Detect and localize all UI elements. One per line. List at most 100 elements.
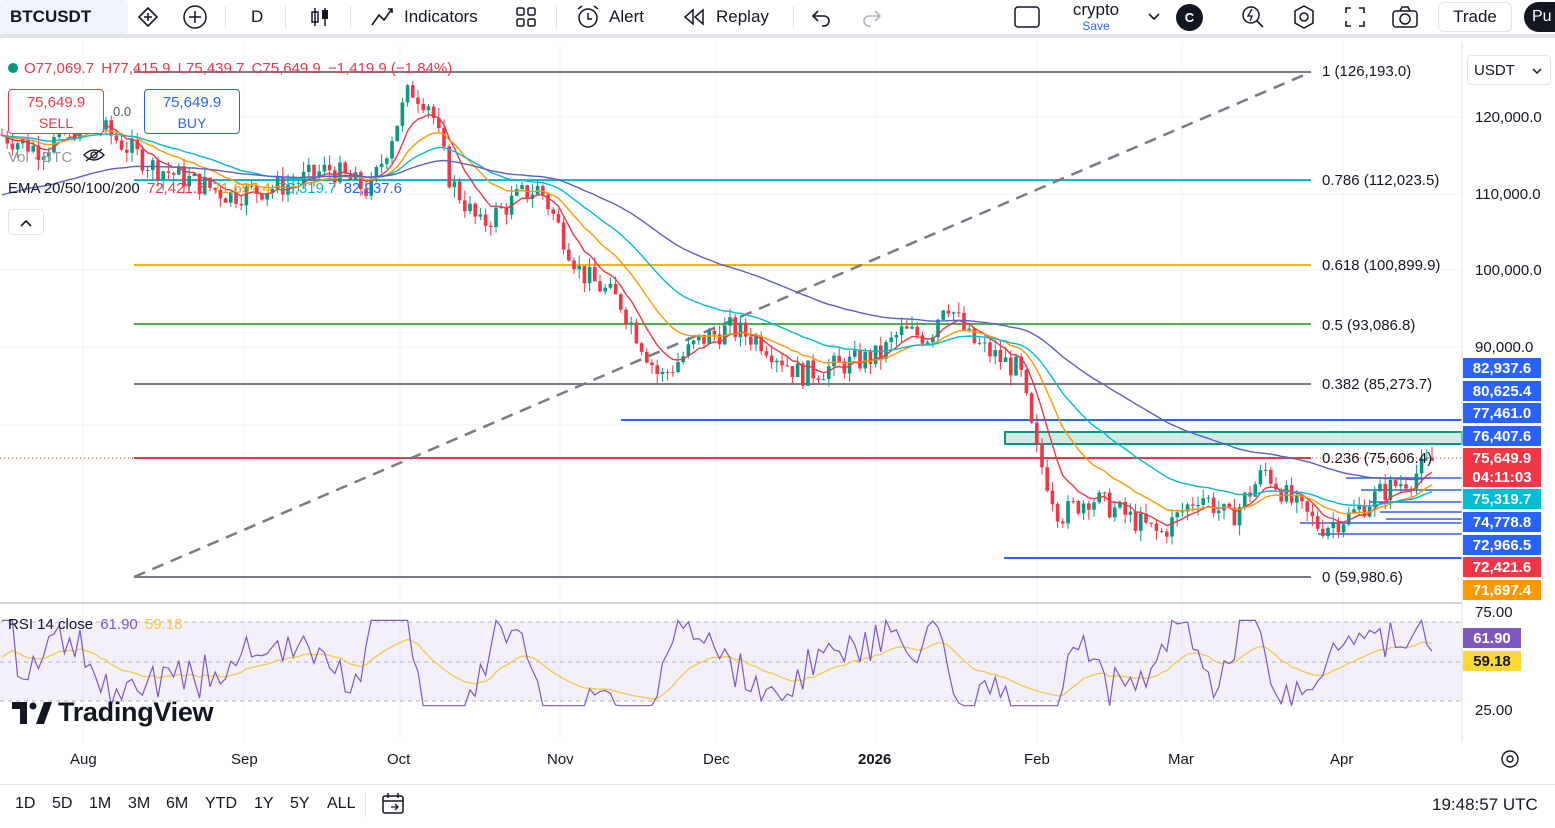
candle-body [385, 158, 389, 164]
candle-body [1227, 503, 1231, 508]
candle-body [244, 186, 249, 206]
candle-body [977, 342, 982, 344]
avatar[interactable]: C [1176, 4, 1203, 31]
publish-button[interactable]: Pu [1524, 2, 1555, 32]
indicators-button[interactable]: Indicators [370, 0, 478, 34]
range-1d[interactable]: 1D [15, 795, 36, 812]
range-ytd[interactable]: YTD [205, 795, 237, 812]
ema20-line [1, 114, 1433, 527]
range-all[interactable]: ALL [327, 795, 356, 812]
lightning-search-icon [1240, 4, 1266, 30]
symbol-search[interactable]: BTCUSDT [0, 0, 128, 34]
candle-body [31, 145, 35, 152]
chart-type-button[interactable] [308, 0, 332, 34]
candle-body [795, 363, 800, 378]
sell-label: SELL [38, 115, 74, 131]
candle-body [270, 188, 275, 194]
candle-body [936, 319, 940, 338]
candle-body [161, 171, 165, 181]
candle-body [1191, 504, 1195, 506]
range-1y[interactable]: 1Y [254, 795, 274, 812]
quick-search-button[interactable] [1240, 0, 1266, 34]
redo-button[interactable] [861, 0, 883, 34]
candle-body [405, 85, 410, 103]
range-6m[interactable]: 6M [166, 795, 189, 812]
sell-button[interactable]: 75,649.9 SELL [8, 89, 104, 134]
candle-body [1378, 483, 1382, 492]
collapse-legend-button[interactable] [8, 209, 44, 235]
fib-label-0618: 0.618 (100,899.9) [1322, 257, 1441, 274]
range-3m[interactable]: 3M [128, 795, 151, 812]
candle-body [613, 283, 618, 295]
bottom-toolbar: 1D 5D 1M 3M 6M YTD 1Y 5Y ALL 19:48:57 UT… [0, 784, 1555, 828]
ema100-value: 75,319.7 [278, 180, 337, 197]
chevron-up-icon [20, 214, 32, 230]
candle-body [390, 141, 394, 159]
candle-body [239, 203, 243, 206]
layout-name[interactable]: crypto Save [1062, 0, 1130, 34]
replay-button[interactable]: Replay [682, 0, 769, 34]
candle-body [192, 173, 197, 176]
eye-hidden-icon[interactable] [83, 148, 106, 166]
snapshot-button[interactable] [1391, 0, 1419, 34]
buy-button[interactable]: 75,649.9 BUY [144, 89, 240, 134]
replay-label: Replay [716, 7, 769, 26]
candle-body [1347, 512, 1351, 525]
layout-button[interactable] [1013, 0, 1041, 34]
range-1m[interactable]: 1M [89, 795, 112, 812]
rsi-legend[interactable]: RSI 14 close 61.90 59.18 [8, 616, 185, 633]
tradingview-logo[interactable]: TradingView [12, 697, 214, 728]
candle-body [26, 139, 30, 152]
candle-body [775, 360, 779, 363]
sell-price: 75,649.9 [26, 94, 86, 111]
range-5d[interactable]: 5D [52, 795, 73, 812]
axis-settings-button[interactable] [1500, 749, 1520, 773]
candle-body [1092, 502, 1096, 510]
price-tag-level: 72,966.5 [1463, 535, 1541, 555]
price-tag-last: 75,649.9 [1463, 448, 1541, 468]
candle-body [660, 371, 665, 375]
alert-button[interactable]: Alert [575, 0, 644, 34]
candle-body [504, 207, 509, 215]
candle-body [1383, 483, 1387, 501]
divider [365, 793, 366, 817]
candle-body [421, 103, 425, 111]
candle-body [801, 363, 805, 386]
go-to-date-button[interactable] [380, 791, 406, 822]
ema100-line [1, 133, 1433, 507]
calendar-icon [380, 793, 406, 821]
candle-body [1107, 492, 1112, 518]
candle-body [447, 146, 451, 188]
range-5y[interactable]: 5Y [290, 795, 310, 812]
candle-body [1133, 511, 1138, 531]
add-symbol-icon-button[interactable] [136, 0, 160, 34]
undo-button[interactable] [810, 0, 832, 34]
ema200-value: 82,937.6 [343, 180, 403, 197]
fullscreen-button[interactable] [1343, 0, 1367, 34]
clock[interactable]: 19:48:57 UTC [1432, 795, 1538, 814]
ema-legend[interactable]: EMA 20/50/100/200 72,421.6 71,697.4 75,3… [8, 180, 405, 197]
interval-button[interactable]: D [251, 7, 264, 26]
rsi-ma-tag: 59.18 [1463, 651, 1521, 671]
layout-menu-button[interactable] [1147, 0, 1161, 34]
candle-body [608, 283, 613, 288]
candle-body [983, 342, 987, 344]
candle-body [1066, 501, 1070, 524]
settings-button[interactable] [1291, 0, 1317, 34]
volume-legend[interactable]: Vol · BTC [8, 148, 108, 166]
candle-body [1029, 393, 1034, 423]
templates-button[interactable] [514, 0, 538, 34]
compare-button[interactable] [182, 0, 208, 34]
alert-label: Alert [609, 7, 644, 26]
square-icon [1013, 4, 1041, 30]
candle-body [1123, 501, 1127, 515]
time-axis-label: Apr [1330, 751, 1354, 768]
candle-body [1102, 492, 1107, 494]
indicators-icon [370, 5, 396, 29]
rsi-value: 61.90 [100, 616, 138, 633]
currency-select[interactable]: USDT [1467, 55, 1551, 85]
price-chart[interactable] [0, 42, 1555, 784]
candle-body [197, 173, 202, 195]
layout-save-label: Save [1082, 19, 1110, 33]
trade-button[interactable]: Trade [1438, 2, 1512, 32]
